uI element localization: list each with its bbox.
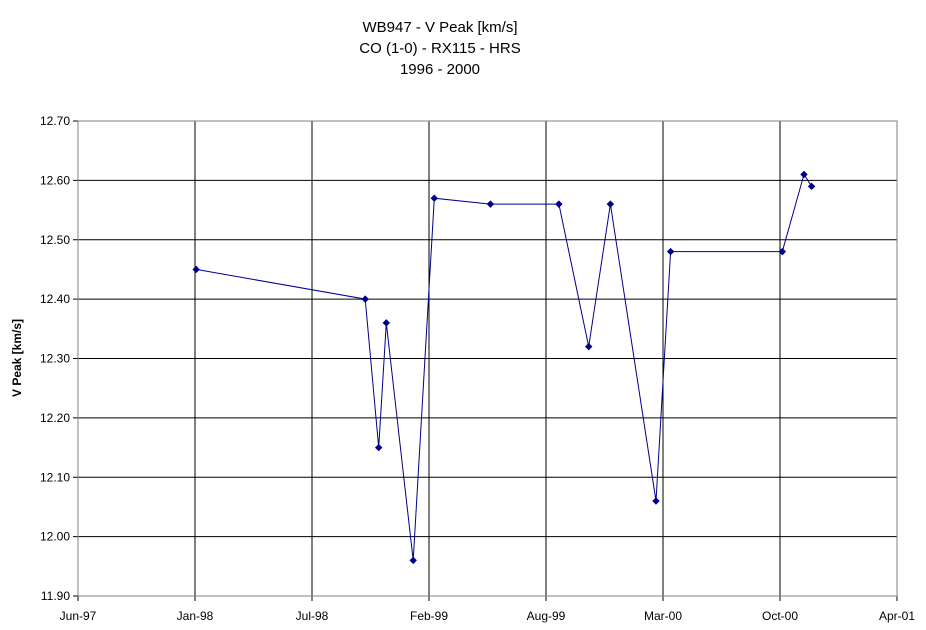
y-tick-label: 12.40: [40, 292, 70, 306]
data-point: [666, 247, 675, 256]
chart-title-line-3: 1996 - 2000: [400, 61, 480, 78]
data-point: [652, 497, 660, 505]
y-tick-label: 11.90: [41, 589, 70, 603]
x-tick-label: Apr-01: [879, 609, 915, 623]
data-point: [486, 200, 495, 208]
x-tick-label: Mar-00: [644, 609, 682, 623]
data-point: [555, 200, 563, 208]
plot-border: [77, 120, 898, 597]
data-point: [361, 295, 369, 303]
data-point: [409, 556, 417, 565]
y-axis-label: V Peak [km/s]: [10, 319, 24, 397]
chart-title: WB947 - V Peak [km/s] CO (1-0) - RX115 -…: [359, 19, 520, 78]
chart-title-line-2: CO (1-0) - RX115 - HRS: [359, 40, 520, 57]
x-tick-label: Aug-99: [527, 609, 566, 623]
data-point: [374, 443, 383, 452]
data-point: [807, 182, 816, 191]
y-tick-label: 12.10: [40, 470, 70, 484]
data-point: [606, 200, 615, 208]
data-point: [382, 319, 391, 327]
x-tick-label: Oct-00: [762, 609, 798, 623]
data-point: [192, 265, 200, 274]
y-tick-label: 12.60: [40, 173, 70, 187]
chart-title-line-1: WB947 - V Peak [km/s]: [362, 19, 517, 36]
y-tick-label: 12.50: [40, 233, 70, 247]
data-point: [800, 170, 808, 179]
y-tick-label: 12.70: [40, 114, 70, 128]
y-tick-label: 12.20: [40, 411, 70, 425]
x-tick-label: Feb-99: [410, 609, 448, 623]
data-point: [430, 194, 438, 202]
x-tick-label: Jul-98: [296, 609, 329, 623]
y-tick-label: 12.00: [40, 530, 70, 544]
data-point: [778, 247, 787, 256]
x-tick-label: Jun-97: [60, 609, 97, 623]
plot-area: 11.90 12.00 12.10 12.20 12.30 12.40 12.50 12.60…: [40, 114, 915, 623]
data-point: [584, 342, 593, 351]
y-tick-label: 12.30: [40, 352, 70, 366]
x-tick-label: Jan-98: [177, 609, 214, 623]
